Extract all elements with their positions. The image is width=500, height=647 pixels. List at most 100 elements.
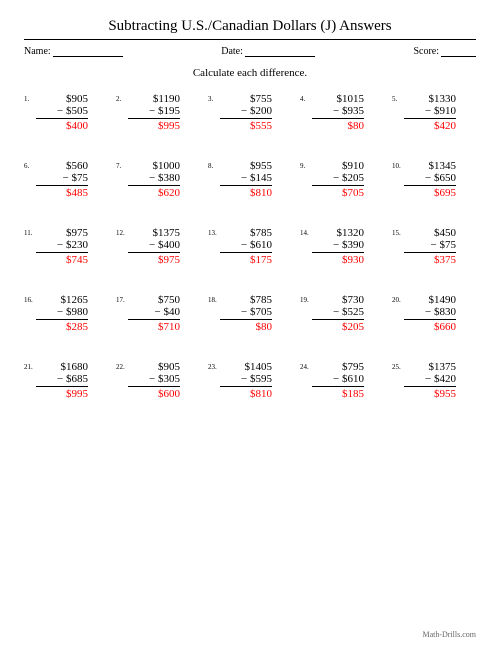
name-field: Name: <box>24 46 123 57</box>
minuend: $795 <box>312 361 364 373</box>
answer: $175 <box>220 253 272 266</box>
subtrahend: − $205 <box>312 172 364 186</box>
answer: $285 <box>36 320 88 333</box>
minuend: $975 <box>36 227 88 239</box>
problem: 7.$1000− $380$620 <box>116 160 200 199</box>
minuend: $785 <box>220 227 272 239</box>
subtrahend: − $380 <box>128 172 180 186</box>
subtrahend: − $525 <box>312 306 364 320</box>
problem-number: 14. <box>300 227 312 237</box>
subtrahend: − $595 <box>220 373 272 387</box>
problem-number: 17. <box>116 294 128 304</box>
name-label: Name: <box>24 46 51 57</box>
minuend: $905 <box>128 361 180 373</box>
problem: 4.$1015− $935$80 <box>300 93 384 132</box>
score-field: Score: <box>413 46 476 57</box>
subtrahend: − $75 <box>36 172 88 186</box>
problem: 5.$1330− $910$420 <box>392 93 476 132</box>
minuend: $910 <box>312 160 364 172</box>
minuend: $1375 <box>404 361 456 373</box>
problem-stack: $1405− $595$810 <box>220 361 272 400</box>
problem: 18.$785− $705$80 <box>208 294 292 333</box>
footer-text: Math-Drills.com <box>422 630 476 639</box>
answer: $810 <box>220 387 272 400</box>
subtrahend: − $390 <box>312 239 364 253</box>
problem-stack: $905− $505$400 <box>36 93 88 132</box>
problem: 20.$1490− $830$660 <box>392 294 476 333</box>
problem: 23.$1405− $595$810 <box>208 361 292 400</box>
date-blank[interactable] <box>245 46 315 57</box>
problem: 2.$1190− $195$995 <box>116 93 200 132</box>
problem: 14.$1320− $390$930 <box>300 227 384 266</box>
answer: $375 <box>404 253 456 266</box>
minuend: $1320 <box>312 227 364 239</box>
problem-stack: $1015− $935$80 <box>312 93 364 132</box>
problem-number: 15. <box>392 227 404 237</box>
answer: $80 <box>312 119 364 132</box>
answer: $600 <box>128 387 180 400</box>
problem-stack: $560− $75$485 <box>36 160 88 199</box>
problem: 12.$1375− $400$975 <box>116 227 200 266</box>
problem-number: 23. <box>208 361 220 371</box>
problem-number: 13. <box>208 227 220 237</box>
problem-stack: $1330− $910$420 <box>404 93 456 132</box>
subtrahend: − $705 <box>220 306 272 320</box>
problem: 17.$750− $40$710 <box>116 294 200 333</box>
name-blank[interactable] <box>53 46 123 57</box>
problem: 11.$975− $230$745 <box>24 227 108 266</box>
answer: $705 <box>312 186 364 199</box>
subtrahend: − $40 <box>128 306 180 320</box>
problem-stack: $1375− $400$975 <box>128 227 180 266</box>
problem-number: 25. <box>392 361 404 371</box>
problem-stack: $1680− $685$995 <box>36 361 88 400</box>
problem-stack: $755− $200$555 <box>220 93 272 132</box>
minuend: $1015 <box>312 93 364 105</box>
problem-number: 3. <box>208 93 220 103</box>
problem-stack: $1265− $980$285 <box>36 294 88 333</box>
problem: 24.$795− $610$185 <box>300 361 384 400</box>
answer: $810 <box>220 186 272 199</box>
problem: 8.$955− $145$810 <box>208 160 292 199</box>
minuend: $1330 <box>404 93 456 105</box>
problem-number: 12. <box>116 227 128 237</box>
problem: 6.$560− $75$485 <box>24 160 108 199</box>
problem-number: 21. <box>24 361 36 371</box>
answer: $955 <box>404 387 456 400</box>
answer: $995 <box>36 387 88 400</box>
problem-number: 20. <box>392 294 404 304</box>
problem-number: 24. <box>300 361 312 371</box>
problem: 1.$905− $505$400 <box>24 93 108 132</box>
minuend: $1375 <box>128 227 180 239</box>
score-blank[interactable] <box>441 46 476 57</box>
answer: $710 <box>128 320 180 333</box>
problem-stack: $1375− $420$955 <box>404 361 456 400</box>
minuend: $1265 <box>36 294 88 306</box>
minuend: $785 <box>220 294 272 306</box>
subtrahend: − $200 <box>220 105 272 119</box>
minuend: $750 <box>128 294 180 306</box>
minuend: $755 <box>220 93 272 105</box>
problem-number: 8. <box>208 160 220 170</box>
problem-number: 18. <box>208 294 220 304</box>
answer: $995 <box>128 119 180 132</box>
problem-stack: $730− $525$205 <box>312 294 364 333</box>
problem-stack: $785− $705$80 <box>220 294 272 333</box>
problem-number: 1. <box>24 93 36 103</box>
minuend: $1000 <box>128 160 180 172</box>
subtrahend: − $610 <box>220 239 272 253</box>
answer: $185 <box>312 387 364 400</box>
minuend: $730 <box>312 294 364 306</box>
problem-number: 2. <box>116 93 128 103</box>
problem-number: 16. <box>24 294 36 304</box>
problem-stack: $955− $145$810 <box>220 160 272 199</box>
problem-stack: $975− $230$745 <box>36 227 88 266</box>
problem-number: 9. <box>300 160 312 170</box>
answer: $975 <box>128 253 180 266</box>
minuend: $1490 <box>404 294 456 306</box>
answer: $660 <box>404 320 456 333</box>
problem-number: 10. <box>392 160 404 170</box>
worksheet-page: Subtracting U.S./Canadian Dollars (J) An… <box>0 0 500 647</box>
problem-grid: 1.$905− $505$4002.$1190− $195$9953.$755−… <box>24 93 476 400</box>
problem: 15.$450− $75$375 <box>392 227 476 266</box>
minuend: $955 <box>220 160 272 172</box>
